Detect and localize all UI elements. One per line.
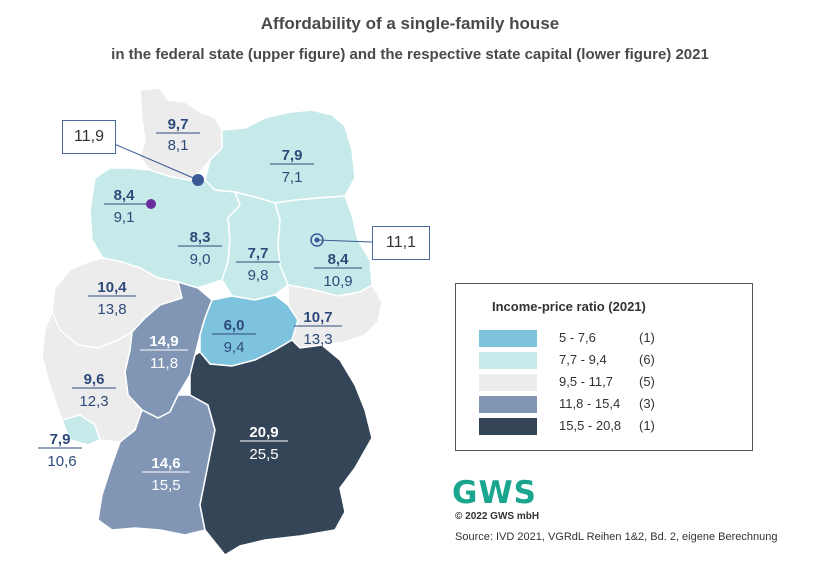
value-lower: 13,8 [97,301,126,318]
legend-count: (3) [639,396,655,411]
label-bayern: 20,9 25,5 [240,424,288,463]
state-bayern [189,339,373,556]
chart-subtitle: in the federal state (upper figure) and … [111,46,709,63]
value-upper: 20,9 [249,424,278,441]
gws-logo: GWS [452,475,537,511]
value-lower: 13,3 [303,331,332,348]
copyright-text: © 2022 GWS mbH [455,511,540,522]
legend-swatch [479,396,537,413]
value-lower: 12,3 [79,393,108,410]
label-baden-wuerttemberg: 14,6 15,5 [142,455,190,494]
legend-range: 11,8 - 15,4 [559,396,621,411]
label-thueringen: 6,0 9,4 [212,317,256,356]
value-lower: 9,1 [114,209,135,226]
legend-row: 9,5 - 11,7 (5) [479,372,739,393]
value-upper: 14,6 [151,455,180,472]
legend-row: 15,5 - 20,8 (1) [479,416,739,437]
value-lower: 10,9 [323,273,352,290]
label-bremen: 8,4 9,1 [104,187,146,226]
value-upper: 7,7 [248,245,269,262]
legend-swatch [479,352,537,369]
label-nordrhein-westfalen: 10,4 13,8 [88,279,136,318]
state-sachsen [287,283,383,349]
legend-range: 15,5 - 20,8 [559,418,622,433]
legend-range: 9,5 - 11,7 [559,374,613,389]
callout-berlin: 11,1 [372,226,430,260]
value-upper: 8,4 [328,251,350,268]
value-upper: 14,9 [149,333,178,350]
legend-title: Income-price ratio (2021) [492,299,646,314]
callout-hamburg: 11,9 [62,120,116,154]
label-sachsen-anhalt: 7,7 9,8 [236,245,280,284]
value-lower: 9,4 [224,339,245,356]
legend-row: 5 - 7,6 (1) [479,328,739,349]
value-lower: 9,0 [190,251,211,268]
value-upper: 10,7 [303,309,332,326]
label-rheinland-pfalz: 9,6 12,3 [72,371,116,410]
label-schleswig-holstein: 9,7 8,1 [156,116,200,154]
leader-berlin [316,239,373,243]
legend-count: (5) [639,374,655,389]
legend-count: (6) [639,352,655,367]
legend-count: (1) [639,418,655,433]
label-saarland: 7,9 10,6 [38,431,82,470]
value-lower: 7,1 [282,169,303,186]
marker-bremen [146,199,156,209]
legend-count: (1) [639,330,655,345]
state-mecklenburg-vorpommern [204,109,356,204]
chart-title: Affordability of a single-family house [260,14,560,33]
value-lower: 9,8 [248,267,269,284]
value-upper: 10,4 [97,279,127,296]
value-upper: 7,9 [50,431,71,448]
label-sachsen: 10,7 13,3 [294,309,342,348]
leader-hamburg [111,142,199,181]
label-hessen: 14,9 11,8 [140,333,188,372]
label-brandenburg: 8,4 10,9 [314,251,362,290]
legend-row: 11,8 - 15,4 (3) [479,394,739,415]
source-text: Source: IVD 2021, VGRdL Reihen 1&2, Bd. … [455,531,778,543]
value-upper: 9,7 [168,116,189,133]
value-lower: 11,8 [150,355,178,372]
value-lower: 25,5 [249,446,278,463]
value-upper: 7,9 [282,147,303,164]
value-lower: 10,6 [47,453,76,470]
label-niedersachsen: 8,3 9,0 [178,229,222,268]
legend-swatch [479,374,537,391]
label-mecklenburg-vorpommern: 7,9 7,1 [270,147,314,186]
legend-range: 5 - 7,6 [559,330,596,345]
value-upper: 6,0 [224,317,245,334]
value-upper: 9,6 [84,371,105,388]
value-lower: 15,5 [151,477,180,494]
state-saarland [60,414,101,446]
value-lower: 8,1 [168,137,189,154]
legend-swatch [479,418,537,435]
value-upper: 8,3 [190,229,211,246]
legend-range: 7,7 - 9,4 [559,352,607,367]
legend-row: 7,7 - 9,4 (6) [479,350,739,371]
value-upper: 8,4 [114,187,136,204]
legend: Income-price ratio (2021) 5 - 7,6 (1) 7,… [455,283,753,451]
legend-swatch [479,330,537,347]
